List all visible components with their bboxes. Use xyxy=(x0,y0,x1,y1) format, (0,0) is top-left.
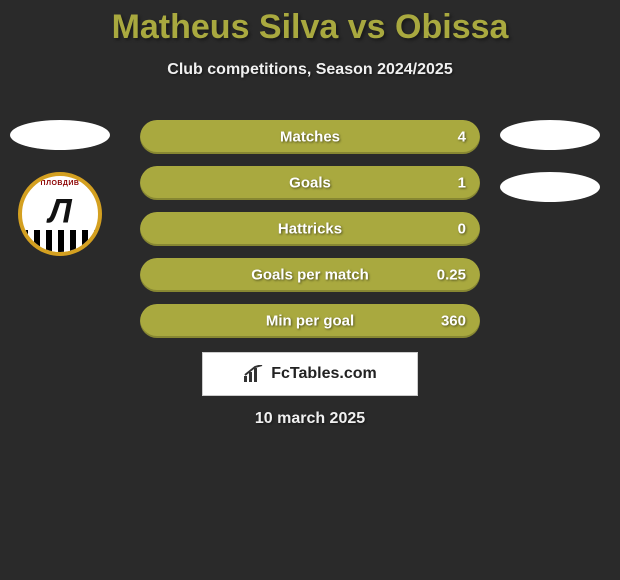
right-column xyxy=(500,120,600,224)
brand-text: FcTables.com xyxy=(271,365,377,383)
bar-chart-icon xyxy=(243,365,265,383)
brand-box[interactable]: FcTables.com xyxy=(202,352,418,396)
player1-photo-placeholder xyxy=(10,120,110,150)
page-title: Matheus Silva vs Obissa xyxy=(0,0,620,47)
stat-bar: Min per goal 360 xyxy=(140,304,480,338)
player1-club-badge: ПЛОВДИВ Л xyxy=(18,172,102,256)
badge-arc-text: ПЛОВДИВ xyxy=(41,180,80,187)
stat-label: Hattricks xyxy=(278,221,342,238)
stat-label: Matches xyxy=(280,129,340,146)
stat-bar: Goals 1 xyxy=(140,166,480,200)
stat-label: Min per goal xyxy=(266,313,354,330)
stat-label: Goals xyxy=(289,175,331,192)
stat-bar: Hattricks 0 xyxy=(140,212,480,246)
player2-photo-placeholder xyxy=(500,120,600,150)
badge-stripes xyxy=(22,230,98,254)
stat-label: Goals per match xyxy=(251,267,369,284)
stat-value: 360 xyxy=(441,313,466,330)
stat-value: 0 xyxy=(458,221,466,238)
date-text: 10 march 2025 xyxy=(255,410,365,428)
stat-bars: Matches 4 Goals 1 Hattricks 0 Goals per … xyxy=(140,120,480,350)
stat-bar: Goals per match 0.25 xyxy=(140,258,480,292)
stat-value: 4 xyxy=(458,129,466,146)
badge-letter: Л xyxy=(48,193,71,232)
stat-value: 1 xyxy=(458,175,466,192)
left-column: ПЛОВДИВ Л xyxy=(10,120,110,256)
stat-bar: Matches 4 xyxy=(140,120,480,154)
page-subtitle: Club competitions, Season 2024/2025 xyxy=(0,61,620,79)
player2-club-placeholder xyxy=(500,172,600,202)
stat-value: 0.25 xyxy=(437,267,466,284)
